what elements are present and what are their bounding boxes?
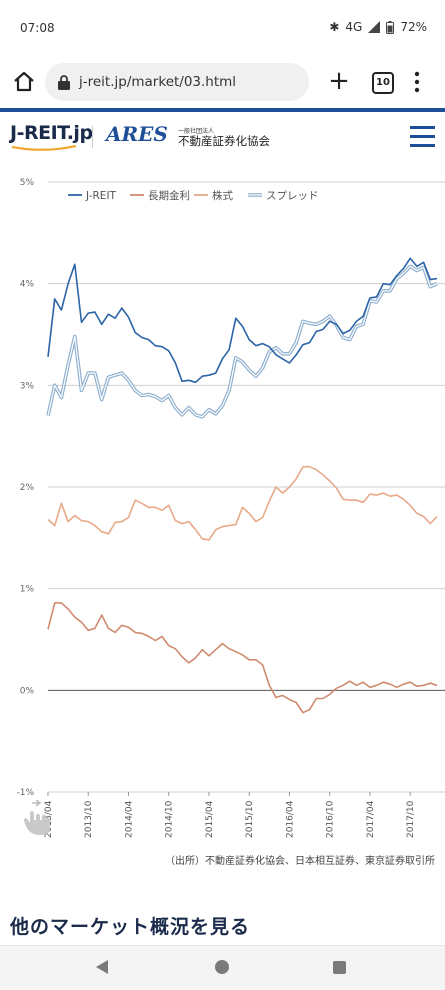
x-tick-label: 2017/04 <box>366 800 376 838</box>
status-time: 07:08 <box>20 21 55 35</box>
series-line-stock <box>47 465 438 541</box>
x-tick-label: 2017/10 <box>406 800 416 838</box>
y-tick-label: 3% <box>20 381 35 391</box>
jreit-logo-swoosh <box>12 145 76 151</box>
browser-toolbar: j-reit.jp/market/03.html + 10 <box>0 56 445 108</box>
x-tick-label: 2015/10 <box>245 800 255 838</box>
battery-label: 72% <box>400 20 427 34</box>
home-nav-icon[interactable] <box>215 960 229 974</box>
ares-logo[interactable]: ARES <box>106 122 168 146</box>
x-tick-label: 2014/10 <box>165 800 175 838</box>
jreit-logo[interactable]: J-REIT.jp <box>10 122 93 144</box>
more-menu-icon[interactable] <box>410 70 424 94</box>
hamburger-menu-icon[interactable] <box>410 126 435 150</box>
status-indicators: ✱ 4G 72% <box>329 20 427 34</box>
org-name: 不動産証券化協会 <box>178 134 270 148</box>
y-tick-label: 4% <box>20 280 35 290</box>
x-tick-label: 2014/04 <box>124 800 134 838</box>
legend-label-jgb: 長期金利 <box>148 189 190 202</box>
lock-icon <box>58 75 70 90</box>
y-tick-label: 1% <box>20 585 35 595</box>
site-header: J-REIT.jp ARES 一般社団法人 不動産証券化協会 <box>0 112 445 162</box>
system-nav-bar <box>0 945 445 990</box>
recent-apps-icon[interactable] <box>333 961 346 974</box>
status-bar: 07:08 ✱ 4G 72% <box>0 0 445 56</box>
header-accent-line <box>0 108 445 112</box>
bluetooth-icon: ✱ <box>329 20 340 34</box>
other-market-overview-link[interactable]: 他のマーケット概況を見る <box>10 916 251 938</box>
signal-icon <box>368 21 381 33</box>
scroll-hint-hand-icon <box>23 800 50 835</box>
address-bar[interactable]: j-reit.jp/market/03.html <box>45 63 309 101</box>
url-text: j-reit.jp/market/03.html <box>79 74 237 90</box>
source-note: （出所）不動産証券化協会、日本相互証券、東京証券取引所 <box>165 856 435 867</box>
legend-label-spread: スプレッド <box>266 190 319 202</box>
series-line-jgb <box>47 602 438 714</box>
org-type-label: 一般社団法人 <box>178 128 215 135</box>
y-tick-label: 2% <box>20 483 35 493</box>
series-line-spread <box>46 264 438 419</box>
battery-icon <box>386 20 395 34</box>
y-tick-label: -1% <box>16 788 34 798</box>
logo-divider <box>92 126 93 148</box>
legend-label-jreit: J-REIT <box>85 190 117 202</box>
home-icon[interactable] <box>10 68 38 96</box>
x-tick-label: 2015/04 <box>205 800 215 838</box>
y-tick-label: 5% <box>20 178 35 188</box>
x-tick-label: 2016/04 <box>285 800 295 838</box>
back-icon[interactable] <box>96 960 110 974</box>
y-tick-label: 0% <box>20 686 35 696</box>
tab-switcher-button[interactable]: 10 <box>372 72 394 94</box>
series-line-spread-inner <box>47 265 438 418</box>
new-tab-button[interactable]: + <box>328 66 350 96</box>
x-tick-label: 2016/10 <box>326 800 336 838</box>
network-label: 4G <box>345 20 363 34</box>
series-line-jreit <box>47 257 438 384</box>
legend-label-stock: 株式 <box>212 189 233 202</box>
x-tick-label: 2013/10 <box>84 800 94 838</box>
